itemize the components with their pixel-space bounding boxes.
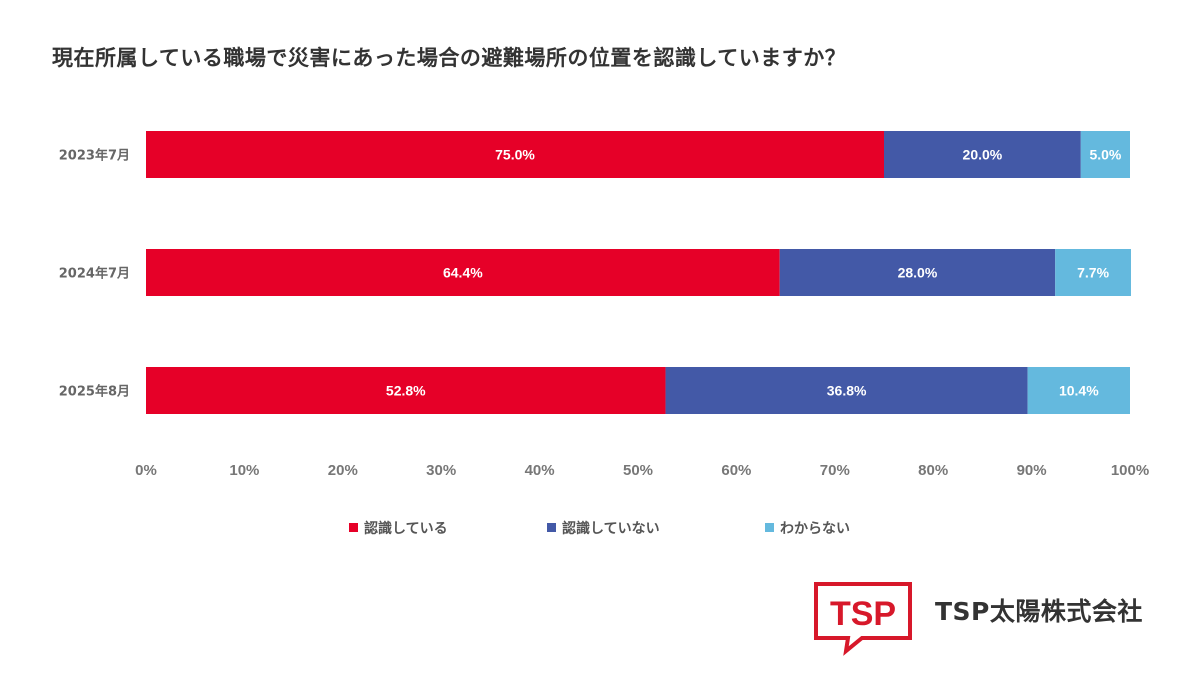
bar-segment-3	[1055, 249, 1131, 296]
x-tick-label: 0%	[135, 462, 157, 479]
bar-segment-1	[146, 249, 780, 296]
bar-segment-2	[665, 367, 1028, 414]
data-label: 28.0%	[898, 265, 938, 281]
x-tick-label: 90%	[1017, 462, 1047, 479]
logo-text: TSP	[830, 595, 896, 633]
data-label: 52.8%	[386, 383, 426, 399]
data-label: 7.7%	[1077, 265, 1109, 281]
category-label: 2023年7月	[59, 148, 130, 164]
legend-swatch-1	[349, 523, 358, 532]
x-tick-label: 80%	[918, 462, 948, 479]
bar-segment-1	[146, 367, 666, 414]
chart-title: 現在所属している職場で災害にあった場合の避難場所の位置を認識していますか？	[52, 46, 847, 70]
legend-label: わからない	[780, 521, 850, 537]
x-tick-label: 60%	[721, 462, 751, 479]
data-label: 10.4%	[1059, 383, 1099, 399]
bar-segment-3	[1080, 131, 1130, 178]
company-name: TSP太陽株式会社	[935, 597, 1143, 626]
legend-label: 認識している	[364, 520, 448, 537]
category-label: 2024年7月	[59, 266, 130, 282]
x-tick-label: 20%	[328, 462, 358, 479]
bar-segment-3	[1027, 367, 1130, 414]
bar-segment-1	[146, 131, 884, 178]
data-label: 75.0%	[495, 147, 535, 163]
x-tick-label: 70%	[820, 462, 850, 479]
x-tick-label: 10%	[229, 462, 259, 479]
data-label: 20.0%	[963, 147, 1003, 163]
tsp-logo: TSP	[814, 582, 912, 656]
data-label: 36.8%	[827, 383, 867, 399]
x-tick-label: 40%	[525, 462, 555, 479]
x-tick-label: 100%	[1111, 462, 1149, 479]
bar-segment-2	[884, 131, 1081, 178]
category-label: 2025年8月	[59, 384, 130, 400]
data-label: 64.4%	[443, 265, 483, 281]
legend-swatch-2	[547, 523, 556, 532]
legend-label: 認識していない	[562, 520, 660, 537]
x-tick-label: 50%	[623, 462, 653, 479]
data-label: 5.0%	[1089, 147, 1121, 163]
legend-swatch-3	[765, 523, 774, 532]
x-tick-label: 30%	[426, 462, 456, 479]
bar-segment-2	[779, 249, 1056, 296]
